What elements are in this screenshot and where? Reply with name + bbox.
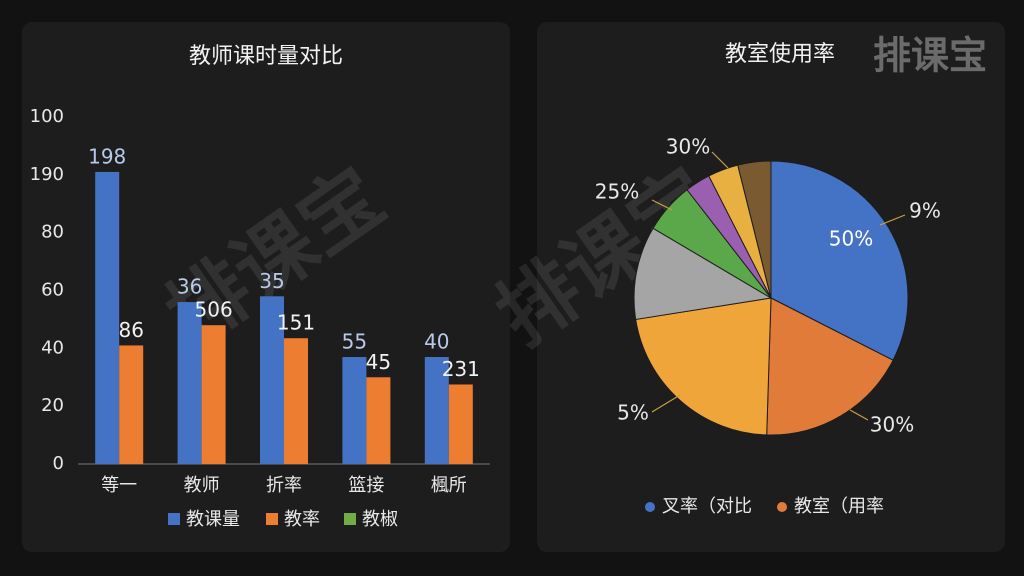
pie-slice [737,160,772,299]
legend-label: 叉率（对比 [662,496,752,517]
bar [424,357,449,464]
chart-title: 教师课时量对比 [189,44,343,69]
data-label: 506 [195,298,233,322]
bar [366,377,391,464]
data-label: 36 [177,275,202,299]
y-tick-label: 100 [30,106,64,127]
data-label: 198 [88,144,126,168]
bar [177,302,202,464]
x-tick-label: 教师 [184,475,220,496]
legend-label: 教室（用率 [794,496,884,517]
watermark-logo: 排课宝 [873,34,987,78]
bar [284,338,308,464]
y-tick-label: 40 [41,337,64,358]
data-label: 55 [342,330,367,354]
data-label: 231 [442,357,480,381]
x-tick-label: 折率 [266,475,302,496]
legend-swatch [777,502,787,512]
data-label: 45 [366,350,391,374]
y-tick-label: 0 [53,453,64,474]
x-tick-label: 篮接 [348,475,384,496]
data-label: 40 [424,330,449,354]
legend-swatch [168,513,180,525]
x-tick-label: 楓所 [431,475,467,496]
data-label: 151 [277,311,315,335]
pie-slice [633,227,773,321]
y-tick-label: 20 [41,395,64,416]
slice-label: 30% [870,413,914,437]
chart-title: 教室使用率 [725,42,835,67]
bar [260,296,284,464]
data-label: 86 [118,318,143,342]
legend-label: 教椒 [362,509,398,530]
leader-line [711,151,729,169]
slice-label: 5% [617,401,649,425]
slice-label: 25% [595,180,639,204]
leader-line [849,409,869,421]
leader-line [879,214,906,226]
slice-label: 50% [829,227,873,251]
data-label: 35 [259,269,284,293]
y-tick-label: 80 [41,222,64,243]
bar [201,325,226,464]
pie-slice [766,297,894,436]
legend-swatch [645,502,655,512]
y-tick-label: 190 [30,164,64,185]
legend-label: 教课量 [186,509,240,530]
bar [119,345,144,464]
slice-label: 30% [666,135,710,159]
x-tick-label: 等一 [101,475,137,496]
legend-label: 教率 [284,509,320,530]
leader-line [651,394,681,413]
legend-swatch [344,513,356,525]
pie-slice [770,160,909,361]
leader-line [651,199,673,211]
bar [342,357,367,464]
bar [95,171,120,465]
pie-slice [635,297,772,436]
y-tick-label: 60 [41,280,64,301]
bar [448,384,473,464]
slice-label: 9% [909,199,941,223]
legend-swatch [266,513,278,525]
